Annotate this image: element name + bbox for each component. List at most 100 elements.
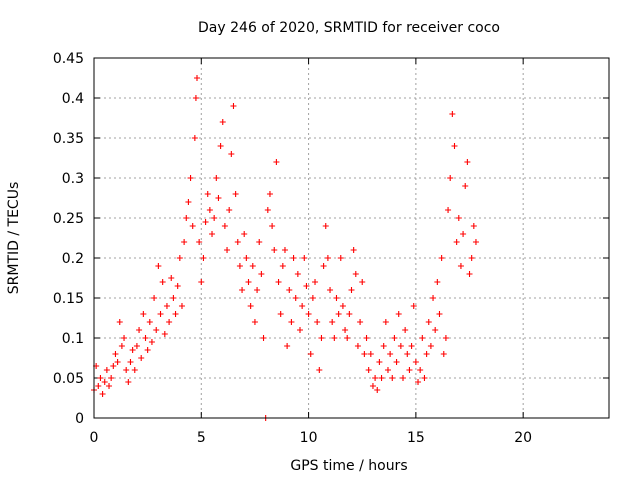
data-point bbox=[116, 319, 123, 325]
data-point bbox=[138, 355, 145, 361]
data-point bbox=[292, 295, 299, 301]
data-point bbox=[215, 195, 222, 201]
data-point bbox=[281, 247, 288, 253]
data-point bbox=[251, 319, 258, 325]
data-point bbox=[142, 335, 149, 341]
data-point bbox=[112, 351, 119, 357]
y-tick-label: 0.1 bbox=[62, 331, 84, 347]
data-point bbox=[348, 287, 355, 293]
data-point bbox=[419, 335, 426, 341]
data-point bbox=[408, 343, 415, 349]
data-point bbox=[161, 331, 168, 337]
data-point bbox=[468, 255, 475, 261]
data-point bbox=[275, 279, 282, 285]
data-point bbox=[436, 311, 443, 317]
y-tick-label: 0.2 bbox=[62, 251, 84, 267]
data-point bbox=[389, 375, 396, 381]
data-point bbox=[140, 311, 147, 317]
data-point bbox=[236, 263, 243, 269]
y-axis-label: SRMTID / TECUs bbox=[6, 182, 22, 295]
data-point bbox=[198, 279, 205, 285]
data-point bbox=[451, 143, 458, 149]
data-point bbox=[163, 303, 170, 309]
data-point bbox=[279, 263, 286, 269]
data-point bbox=[183, 215, 190, 221]
data-point bbox=[415, 379, 422, 385]
data-point bbox=[305, 311, 312, 317]
data-point bbox=[324, 255, 331, 261]
data-point bbox=[442, 335, 449, 341]
data-point bbox=[125, 379, 132, 385]
data-point bbox=[404, 351, 411, 357]
data-point bbox=[363, 335, 370, 341]
data-point bbox=[133, 343, 140, 349]
data-point bbox=[166, 319, 173, 325]
data-point bbox=[213, 175, 220, 181]
data-point bbox=[174, 283, 181, 289]
data-point bbox=[400, 375, 406, 381]
data-point bbox=[382, 319, 389, 325]
data-point bbox=[153, 327, 160, 333]
data-point bbox=[155, 263, 162, 269]
data-point bbox=[192, 95, 199, 101]
x-tick-label: 20 bbox=[514, 430, 532, 446]
data-point bbox=[430, 295, 437, 301]
data-point bbox=[95, 383, 102, 389]
data-point bbox=[297, 327, 303, 333]
data-point bbox=[460, 231, 467, 237]
data-point bbox=[168, 275, 175, 281]
grid-lines bbox=[94, 58, 609, 418]
data-point bbox=[472, 239, 479, 245]
data-point bbox=[427, 343, 434, 349]
data-point bbox=[266, 191, 273, 197]
data-point bbox=[219, 119, 226, 125]
data-point bbox=[455, 215, 462, 221]
data-point bbox=[123, 367, 130, 373]
data-point bbox=[423, 351, 430, 357]
data-point bbox=[327, 287, 334, 293]
data-point bbox=[316, 367, 323, 373]
data-point bbox=[470, 223, 477, 229]
data-point bbox=[432, 327, 439, 333]
data-point bbox=[191, 135, 198, 141]
data-point bbox=[434, 279, 441, 285]
data-point bbox=[187, 175, 194, 181]
data-point bbox=[211, 215, 218, 221]
data-point bbox=[318, 335, 325, 341]
data-point bbox=[352, 271, 359, 277]
data-point bbox=[307, 351, 314, 357]
data-point bbox=[114, 359, 121, 365]
data-point bbox=[312, 279, 319, 285]
data-point bbox=[194, 75, 200, 81]
data-point bbox=[224, 247, 231, 253]
data-point bbox=[151, 295, 158, 301]
data-point bbox=[185, 199, 192, 205]
data-point bbox=[410, 303, 417, 309]
data-point bbox=[106, 383, 113, 389]
data-point bbox=[206, 207, 213, 213]
data-point bbox=[457, 263, 464, 269]
data-point bbox=[172, 311, 179, 317]
y-tick-label: 0.25 bbox=[53, 211, 84, 227]
data-point bbox=[144, 347, 151, 353]
data-point bbox=[309, 295, 316, 301]
data-point bbox=[387, 351, 394, 357]
data-point bbox=[232, 191, 239, 197]
data-point bbox=[157, 311, 164, 317]
data-point bbox=[445, 207, 452, 213]
data-point bbox=[241, 231, 248, 237]
data-point bbox=[357, 319, 364, 325]
data-point bbox=[131, 367, 138, 373]
data-point bbox=[335, 311, 342, 317]
data-point bbox=[350, 247, 357, 253]
data-point bbox=[277, 311, 284, 317]
data-point bbox=[121, 335, 128, 341]
data-point bbox=[380, 343, 387, 349]
data-point bbox=[440, 351, 447, 357]
data-point bbox=[425, 319, 432, 325]
data-point bbox=[453, 239, 460, 245]
data-point bbox=[374, 387, 381, 393]
data-point bbox=[202, 219, 209, 225]
data-point bbox=[286, 287, 293, 293]
